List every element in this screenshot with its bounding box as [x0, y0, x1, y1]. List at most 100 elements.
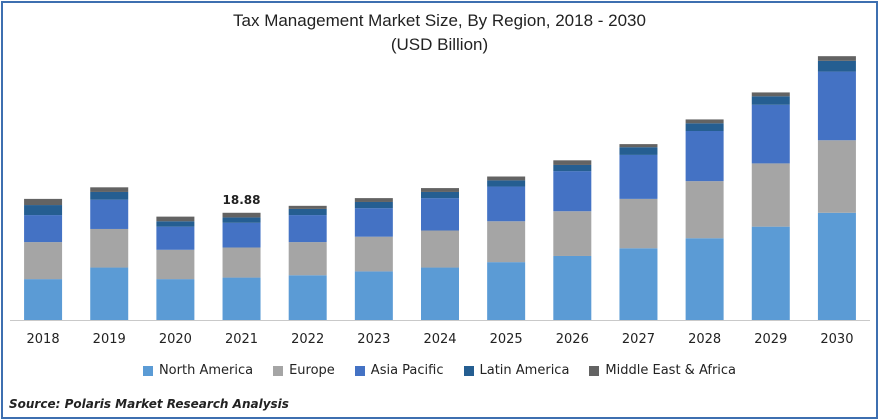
bar-segment-2029-north-america — [751, 226, 790, 320]
legend-swatch — [273, 365, 284, 376]
data-label-2021: 18.88 — [223, 193, 261, 207]
x-tick-label: 2027 — [622, 332, 655, 347]
legend-item: Latin America — [463, 363, 570, 378]
bar-segment-2019-europe — [90, 228, 129, 268]
bar-segment-2027-north-america — [619, 248, 658, 320]
bar-segment-2024-europe — [421, 230, 459, 268]
chart-title: Tax Management Market Size, By Region, 2… — [233, 11, 646, 30]
bar-segment-2030-latin-america — [817, 60, 856, 72]
x-tick-label: 2018 — [27, 332, 60, 347]
bar-segment-2026-asia-pacific — [553, 171, 592, 212]
bar-segment-2029-asia-pacific — [751, 104, 790, 164]
bar-segment-2026-north-america — [553, 255, 592, 320]
legend-label: Europe — [289, 363, 335, 378]
legend-item: Middle East & Africa — [589, 363, 736, 378]
chart-legend: North America Europe Asia Pacific Latin Ame… — [0, 363, 879, 378]
bar-segment-2023-north-america — [354, 271, 393, 320]
x-tick-label: 2022 — [291, 332, 324, 347]
bar-segment-2027-asia-pacific — [619, 154, 658, 199]
x-tick-label: 2028 — [688, 332, 721, 347]
legend-swatch — [589, 365, 600, 376]
legend-item: Asia Pacific — [354, 363, 444, 378]
bar-segment-2020-europe — [156, 249, 195, 280]
bar-segment-2026-latin-america — [553, 164, 592, 172]
bar-segment-2019-middle-east-africa — [90, 187, 129, 192]
bar-segment-2029-latin-america — [751, 96, 790, 105]
bar-segment-2024-latin-america — [421, 191, 459, 199]
bar-segment-2028-north-america — [685, 238, 724, 320]
bar-segment-2018-north-america — [24, 279, 63, 320]
bar-segment-2023-asia-pacific — [354, 208, 393, 237]
bar-segment-2019-asia-pacific — [90, 199, 129, 229]
bar-segment-2030-north-america — [817, 212, 856, 320]
source-note: Source: Polaris Market Research Analysis — [9, 397, 289, 411]
bar-segment-2019-north-america — [90, 267, 129, 320]
x-tick-label: 2024 — [423, 332, 456, 347]
x-tick-label: 2023 — [357, 332, 390, 347]
x-tick-label: 2021 — [225, 332, 258, 347]
bar-segment-2022-latin-america — [288, 208, 327, 216]
bar-segment-2025-north-america — [487, 262, 526, 320]
bar-segment-2020-north-america — [156, 279, 195, 320]
legend-item: North America — [142, 363, 254, 378]
bar-segment-2020-asia-pacific — [156, 226, 195, 250]
x-tick-label: 2030 — [820, 332, 853, 347]
x-tick-label: 2019 — [93, 332, 126, 347]
bar-segment-2018-latin-america — [24, 205, 63, 216]
bar-segment-2019-latin-america — [90, 191, 129, 200]
bar-segment-2022-middle-east-africa — [288, 205, 327, 209]
legend-swatch — [463, 365, 474, 376]
bar-segment-2028-europe — [685, 181, 724, 239]
bar-segment-2018-asia-pacific — [24, 215, 63, 243]
bar-segment-2024-asia-pacific — [421, 198, 459, 231]
bar-segment-2025-asia-pacific — [487, 186, 526, 222]
x-tick-label: 2029 — [754, 332, 787, 347]
chart-subtitle: (USD Billion) — [390, 35, 489, 54]
bar-segment-2021-europe — [222, 247, 261, 278]
x-tick-label: 2026 — [556, 332, 589, 347]
bar-segment-2028-latin-america — [685, 123, 724, 131]
bar-segment-2028-middle-east-africa — [685, 119, 724, 124]
x-tick-label: 2020 — [159, 332, 192, 347]
bar-segment-2029-europe — [751, 163, 790, 227]
bar-segment-2022-north-america — [288, 275, 327, 320]
bar-segment-2021-latin-america — [222, 217, 261, 223]
bar-segment-2026-europe — [553, 211, 592, 256]
bar-segment-2025-europe — [487, 221, 526, 263]
bar-segment-2027-latin-america — [619, 147, 658, 155]
bar-segment-2023-europe — [354, 236, 393, 272]
x-tick-label: 2025 — [490, 332, 523, 347]
bar-segment-2020-latin-america — [156, 221, 195, 227]
bar-segment-2021-middle-east-africa — [222, 212, 261, 218]
bar-segment-2022-asia-pacific — [288, 215, 327, 243]
bar-segment-2029-middle-east-africa — [751, 92, 790, 97]
bar-segment-2024-middle-east-africa — [421, 188, 459, 192]
bar-segment-2018-middle-east-africa — [24, 198, 63, 206]
bar-segment-2027-middle-east-africa — [619, 144, 658, 148]
bar-segment-2018-europe — [24, 242, 63, 280]
bar-segment-2030-europe — [817, 140, 856, 213]
legend-swatch — [354, 365, 365, 376]
bar-segment-2022-europe — [288, 242, 327, 276]
bar-segment-2028-asia-pacific — [685, 131, 724, 182]
legend-label: Latin America — [479, 363, 570, 378]
bar-segment-2024-north-america — [421, 267, 459, 320]
legend-label: Asia Pacific — [370, 363, 444, 378]
bar-segment-2025-latin-america — [487, 180, 526, 187]
legend-label: Middle East & Africa — [605, 363, 737, 378]
bar-segment-2025-middle-east-africa — [487, 176, 526, 181]
legend-label: North America — [158, 363, 254, 378]
bar-segment-2030-asia-pacific — [817, 71, 856, 141]
bar-segment-2027-europe — [619, 198, 658, 249]
bar-segment-2023-middle-east-africa — [354, 198, 393, 202]
legend-swatch — [142, 365, 153, 376]
bar-segment-2030-middle-east-africa — [817, 56, 856, 61]
bar-segment-2023-latin-america — [354, 201, 393, 209]
bar-segment-2026-middle-east-africa — [553, 160, 592, 165]
legend-item: Europe — [273, 363, 335, 378]
bar-segment-2021-north-america — [222, 277, 261, 320]
bar-segment-2021-asia-pacific — [222, 222, 261, 248]
bar-segment-2020-middle-east-africa — [156, 216, 195, 222]
